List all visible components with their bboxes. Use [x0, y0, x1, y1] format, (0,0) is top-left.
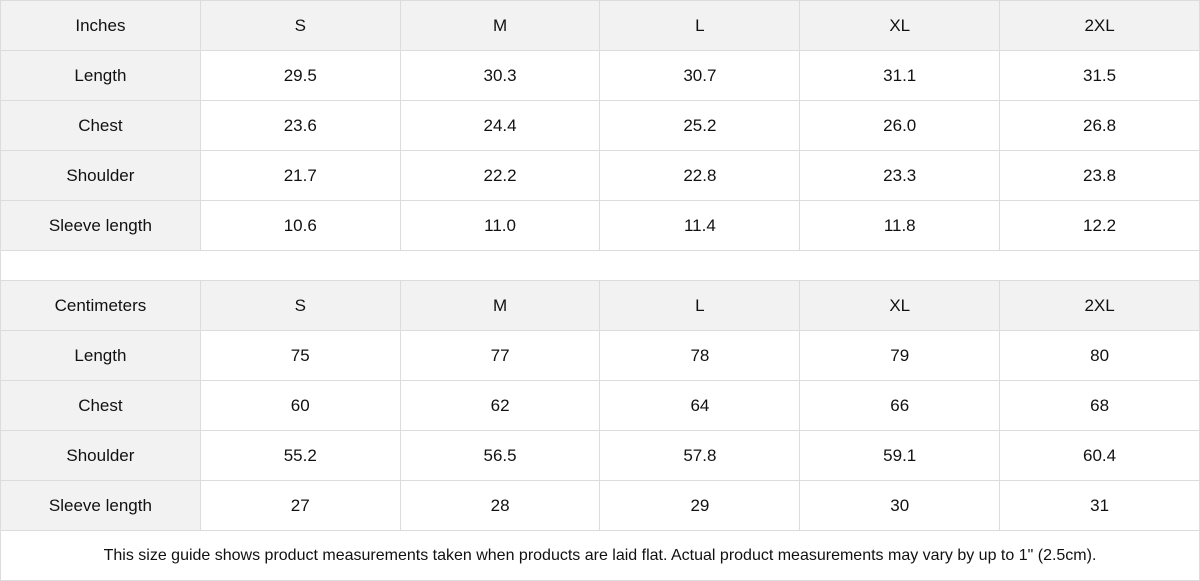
- row-label: Chest: [0, 380, 201, 431]
- table-row: Sleeve length 27 28 29 30 31: [0, 480, 1200, 531]
- measurement-cell: 28: [399, 480, 601, 531]
- spacer-cell: [0, 250, 1200, 281]
- measurement-cell: 60.4: [999, 430, 1200, 481]
- measurement-cell: 27: [199, 480, 401, 531]
- measurement-cell: 26.0: [799, 100, 1001, 151]
- measurement-cell: 11.4: [599, 200, 801, 251]
- measurement-cell: 30.3: [399, 50, 601, 101]
- row-label: Length: [0, 50, 201, 101]
- measurement-cell: 59.1: [799, 430, 1001, 481]
- measurement-cell: 31: [999, 480, 1200, 531]
- size-header: 2XL: [999, 0, 1200, 51]
- unit-label: Centimeters: [0, 280, 201, 331]
- note-row: This size guide shows product measuremen…: [0, 530, 1200, 581]
- row-label: Sleeve length: [0, 480, 201, 531]
- size-header: 2XL: [999, 280, 1200, 331]
- measurement-cell: 22.8: [599, 150, 801, 201]
- table-row: Length 29.5 30.3 30.7 31.1 31.5: [0, 50, 1200, 101]
- measurement-cell: 56.5: [399, 430, 601, 481]
- table-row: Chest 23.6 24.4 25.2 26.0 26.8: [0, 100, 1200, 151]
- size-header: L: [599, 0, 801, 51]
- size-header: L: [599, 280, 801, 331]
- measurement-cell: 22.2: [399, 150, 601, 201]
- table-row: Shoulder 21.7 22.2 22.8 23.3 23.8: [0, 150, 1200, 201]
- measurement-cell: 29.5: [199, 50, 401, 101]
- measurement-cell: 79: [799, 330, 1001, 381]
- measurement-cell: 23.8: [999, 150, 1200, 201]
- table-row: Chest 60 62 64 66 68: [0, 380, 1200, 431]
- size-header: S: [199, 0, 401, 51]
- measurement-cell: 66: [799, 380, 1001, 431]
- measurement-cell: 24.4: [399, 100, 601, 151]
- inches-header-row: Inches S M L XL 2XL: [0, 0, 1200, 51]
- size-header: M: [399, 0, 601, 51]
- section-spacer: [0, 250, 1200, 281]
- measurement-cell: 68: [999, 380, 1200, 431]
- measurement-cell: 64: [599, 380, 801, 431]
- measurement-cell: 23.6: [199, 100, 401, 151]
- row-label: Length: [0, 330, 201, 381]
- row-label: Sleeve length: [0, 200, 201, 251]
- measurement-cell: 62: [399, 380, 601, 431]
- measurement-cell: 31.5: [999, 50, 1200, 101]
- measurement-cell: 31.1: [799, 50, 1001, 101]
- measurement-cell: 23.3: [799, 150, 1001, 201]
- measurement-cell: 57.8: [599, 430, 801, 481]
- row-label: Shoulder: [0, 150, 201, 201]
- measurement-cell: 78: [599, 330, 801, 381]
- size-header: S: [199, 280, 401, 331]
- table-row: Shoulder 55.2 56.5 57.8 59.1 60.4: [0, 430, 1200, 481]
- measurement-cell: 55.2: [199, 430, 401, 481]
- measurement-cell: 75: [199, 330, 401, 381]
- measurement-cell: 26.8: [999, 100, 1200, 151]
- size-header: M: [399, 280, 601, 331]
- table-row: Length 75 77 78 79 80: [0, 330, 1200, 381]
- row-label: Chest: [0, 100, 201, 151]
- measurement-cell: 25.2: [599, 100, 801, 151]
- measurement-cell: 30: [799, 480, 1001, 531]
- measurement-cell: 21.7: [199, 150, 401, 201]
- measurement-cell: 30.7: [599, 50, 801, 101]
- measurement-cell: 80: [999, 330, 1200, 381]
- measurement-cell: 29: [599, 480, 801, 531]
- measurement-cell: 60: [199, 380, 401, 431]
- size-header: XL: [799, 0, 1001, 51]
- measurement-cell: 12.2: [999, 200, 1200, 251]
- measurement-cell: 10.6: [199, 200, 401, 251]
- measurement-cell: 77: [399, 330, 601, 381]
- size-header: XL: [799, 280, 1001, 331]
- table-row: Sleeve length 10.6 11.0 11.4 11.8 12.2: [0, 200, 1200, 251]
- measurement-cell: 11.0: [399, 200, 601, 251]
- size-guide-note: This size guide shows product measuremen…: [0, 530, 1200, 581]
- centimeters-header-row: Centimeters S M L XL 2XL: [0, 280, 1200, 331]
- row-label: Shoulder: [0, 430, 201, 481]
- measurement-cell: 11.8: [799, 200, 1001, 251]
- unit-label: Inches: [0, 0, 201, 51]
